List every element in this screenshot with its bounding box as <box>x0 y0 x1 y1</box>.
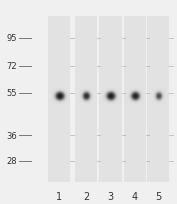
Bar <box>99 17 121 183</box>
Text: 4: 4 <box>132 191 138 201</box>
Text: 55: 55 <box>6 89 17 98</box>
Text: 28: 28 <box>6 156 17 165</box>
Text: 3: 3 <box>107 191 113 201</box>
Bar <box>75 17 97 183</box>
Text: 95: 95 <box>6 34 17 43</box>
Bar <box>48 17 70 183</box>
Bar <box>147 17 169 183</box>
Text: 5: 5 <box>155 191 162 201</box>
Bar <box>124 17 146 183</box>
Text: 36: 36 <box>6 131 17 140</box>
Text: 1: 1 <box>56 191 62 201</box>
Text: 72: 72 <box>6 62 17 71</box>
Text: 2: 2 <box>83 191 89 201</box>
